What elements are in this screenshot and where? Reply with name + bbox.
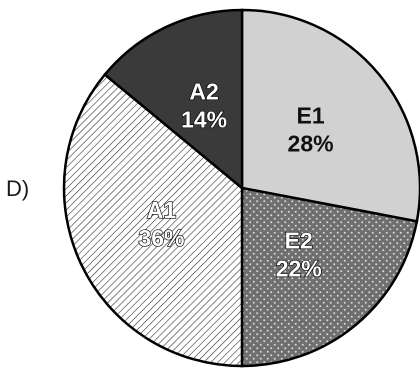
- slice-value-label: 22%: [276, 256, 322, 282]
- slice-name-label: E2: [285, 228, 313, 254]
- slice-name-label: A1: [147, 197, 177, 223]
- option-label: D): [6, 176, 30, 201]
- pie-slice-e1: [240, 8, 420, 223]
- pie-slices: [62, 8, 420, 368]
- pie-slice-a2: [103, 8, 244, 191]
- slice-value-label: 28%: [288, 130, 334, 156]
- slice-value-label: 36%: [138, 225, 184, 251]
- slice-name-label: A2: [189, 79, 218, 105]
- pie-slice-a1: [62, 72, 244, 368]
- slice-name-label: E1: [297, 102, 325, 128]
- pie-slice-e2: [240, 186, 419, 368]
- slice-value-label: 14%: [181, 107, 227, 133]
